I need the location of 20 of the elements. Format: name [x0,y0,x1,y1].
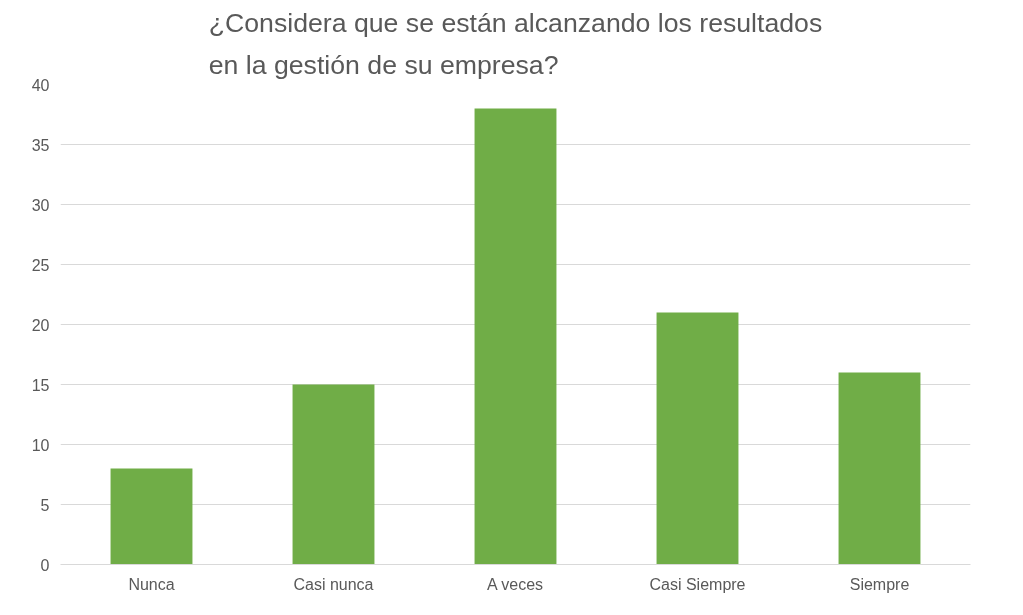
x-tick-label: Casi Siempre [649,575,746,593]
y-tick-label: 35 [31,136,50,154]
y-tick-label: 40 [31,76,50,94]
y-tick-label: 5 [40,496,50,514]
bar [110,468,193,565]
y-tick-label: 30 [31,196,50,214]
x-tick-label: Nunca [128,575,175,593]
chart-title: ¿Considera que se están alcanzando los resultados en la gestión de su empresa? [208,7,823,80]
x-tick-label: A veces [487,575,544,593]
y-tick-label: 20 [31,316,50,334]
bar [656,312,739,565]
y-tick-label: 25 [31,256,50,274]
y-tick-label: 0 [40,556,50,574]
bar [292,384,375,565]
bar [474,108,557,565]
x-tick-label: Casi nunca [293,575,374,593]
y-tick-label: 10 [31,436,50,454]
bar [838,372,921,565]
y-tick-label: 15 [31,376,50,394]
x-tick-label: Siempre [849,575,910,593]
